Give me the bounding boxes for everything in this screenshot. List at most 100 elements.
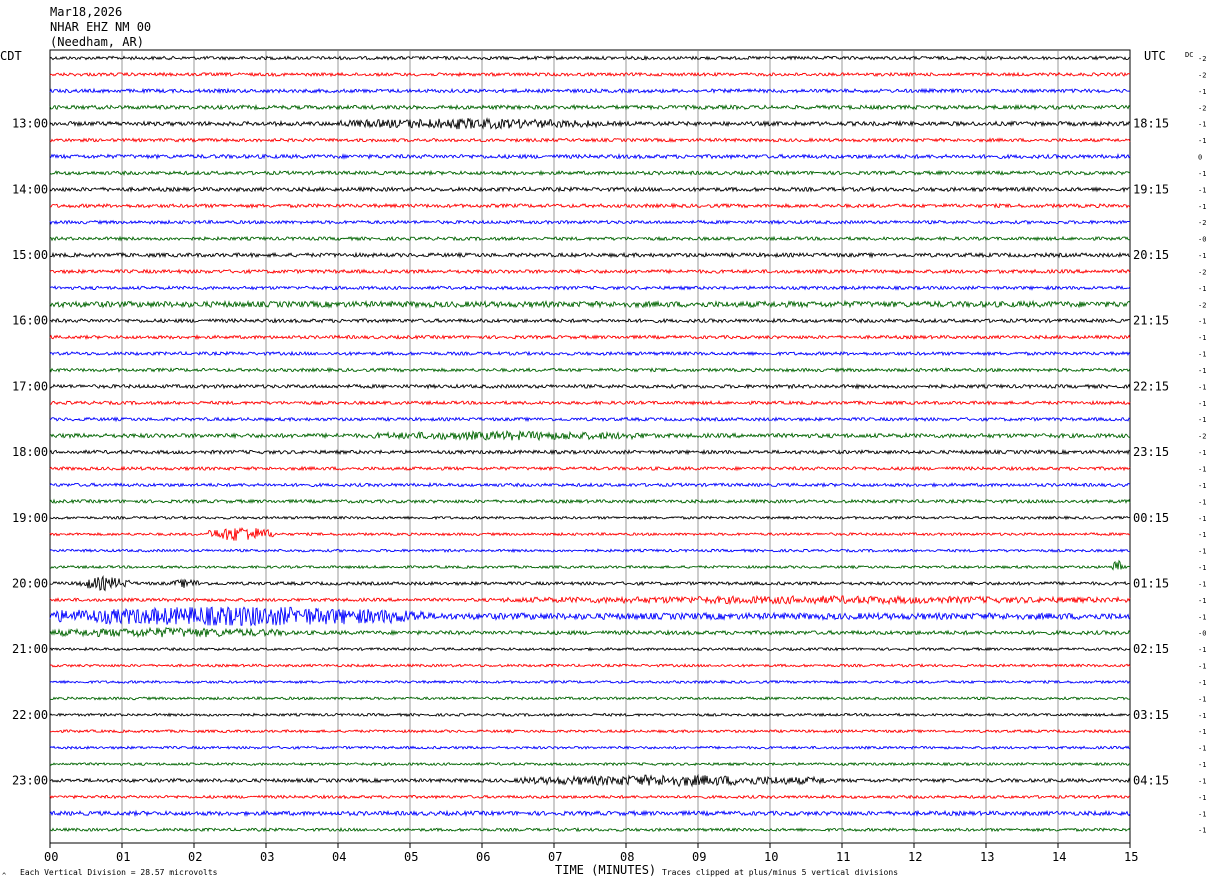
dc-offset-label: -0 <box>1198 236 1206 244</box>
right-time-label: 20:15 <box>1133 248 1169 262</box>
right-time-label: 19:15 <box>1133 182 1169 196</box>
dc-offset-label: -1 <box>1198 318 1206 326</box>
trace-row-3 <box>49 103 1131 111</box>
dc-offset-label: -1 <box>1198 515 1206 523</box>
header-station: NHAR EHZ NM 00 <box>50 20 152 34</box>
dc-offset-label: 0 <box>1198 154 1202 162</box>
trace-row-28 <box>49 515 1131 521</box>
x-tick-label: 04 <box>332 850 346 864</box>
trace-row-34 <box>49 606 1131 627</box>
right-timezone-label: UTC <box>1144 49 1166 63</box>
left-time-label: 16:00 <box>12 314 48 328</box>
trace-row-33 <box>49 594 1131 606</box>
x-tick-label: 08 <box>620 850 634 864</box>
dc-offset-label: -1 <box>1198 646 1206 654</box>
dc-offset-label: -2 <box>1198 55 1206 63</box>
right-time-label: 22:15 <box>1133 379 1169 393</box>
trace-row-45 <box>49 794 1131 800</box>
trace-row-47 <box>49 826 1131 833</box>
dc-offset-label: -1 <box>1198 794 1206 802</box>
x-tick-label: 00 <box>44 850 58 864</box>
trace-row-42 <box>49 745 1131 750</box>
x-tick-label: 14 <box>1052 850 1066 864</box>
trace-row-9 <box>49 202 1131 210</box>
trace-row-14 <box>49 285 1131 291</box>
trace-row-38 <box>49 679 1131 685</box>
trace-row-12 <box>49 251 1131 259</box>
dc-offset-label: -1 <box>1198 498 1206 506</box>
left-time-label: 22:00 <box>12 708 48 722</box>
trace-row-1 <box>49 71 1131 78</box>
dc-offset-label: -2 <box>1198 433 1206 441</box>
dc-offset-label: -1 <box>1198 285 1206 293</box>
corner-mark: ^ <box>2 872 6 880</box>
x-tick-label: 06 <box>476 850 490 864</box>
dc-offset-label: -1 <box>1198 203 1206 211</box>
trace-row-41 <box>49 728 1131 734</box>
dc-offset-label: -1 <box>1198 695 1206 703</box>
trace-row-27 <box>49 498 1131 505</box>
right-time-label: 00:15 <box>1133 511 1169 525</box>
trace-row-32 <box>49 574 1131 592</box>
left-time-label: 17:00 <box>12 379 48 393</box>
footer-clip-note: Traces clipped at plus/minus 5 vertical … <box>662 868 898 877</box>
dc-offset-label: -1 <box>1198 761 1206 769</box>
dc-offset-label: -1 <box>1198 334 1206 342</box>
dc-offset-label: -1 <box>1198 712 1206 720</box>
trace-row-31 <box>49 559 1131 571</box>
left-time-label: 15:00 <box>12 248 48 262</box>
x-tick-label: 07 <box>548 850 562 864</box>
trace-row-46 <box>49 809 1131 818</box>
dc-offset-label: -1 <box>1198 564 1206 572</box>
dc-offset-label: -1 <box>1198 728 1206 736</box>
dc-offset-label: -1 <box>1198 548 1206 556</box>
x-tick-label: 15 <box>1124 850 1138 864</box>
trace-row-37 <box>49 663 1131 668</box>
trace-row-16 <box>49 317 1131 324</box>
trace-row-26 <box>49 481 1131 488</box>
trace-row-19 <box>49 367 1131 374</box>
x-tick-label: 02 <box>188 850 202 864</box>
dc-offset-label: -1 <box>1198 383 1206 391</box>
plot-frame <box>49 49 1131 844</box>
dc-offset-label: -1 <box>1198 679 1206 687</box>
trace-row-23 <box>49 429 1131 442</box>
trace-row-17 <box>49 334 1131 341</box>
dc-offset-label: -1 <box>1198 663 1206 671</box>
trace-row-10 <box>49 219 1131 225</box>
trace-row-20 <box>49 383 1131 390</box>
dc-offset-label: -2 <box>1198 104 1206 112</box>
header-date: Mar18,2026 <box>50 5 123 19</box>
x-tick-label: 12 <box>908 850 922 864</box>
left-time-label: 13:00 <box>12 117 48 131</box>
trace-row-22 <box>49 416 1131 423</box>
trace-row-29 <box>49 527 1131 541</box>
x-tick-label: 13 <box>980 850 994 864</box>
x-axis-label: TIME (MINUTES) <box>555 863 656 877</box>
dc-offset-label: -1 <box>1198 827 1206 835</box>
dc-offset-label: -1 <box>1198 137 1206 145</box>
trace-row-35 <box>49 626 1131 639</box>
right-time-label: 02:15 <box>1133 642 1169 656</box>
left-time-label: 20:00 <box>12 576 48 590</box>
trace-row-39 <box>49 696 1131 701</box>
trace-row-7 <box>49 169 1131 177</box>
trace-row-13 <box>49 268 1131 275</box>
dc-offset-label: -1 <box>1198 777 1206 785</box>
left-timezone-label: CDT <box>0 49 22 63</box>
dc-offset-label: -1 <box>1198 186 1206 194</box>
dc-offset-label: -2 <box>1198 71 1206 79</box>
trace-row-15 <box>49 299 1131 309</box>
dc-offset-label: -1 <box>1198 449 1206 457</box>
header-location: (Needham, AR) <box>50 35 144 49</box>
right-time-label: 01:15 <box>1133 576 1169 590</box>
dc-offset-label: -1 <box>1198 121 1206 129</box>
trace-row-43 <box>49 761 1131 767</box>
x-tick-label: 03 <box>260 850 274 864</box>
dc-offset-label: -1 <box>1198 482 1206 490</box>
trace-row-36 <box>49 646 1131 652</box>
trace-row-6 <box>49 152 1131 160</box>
x-tick-label: 09 <box>692 850 706 864</box>
dc-offset-label: -2 <box>1198 268 1206 276</box>
